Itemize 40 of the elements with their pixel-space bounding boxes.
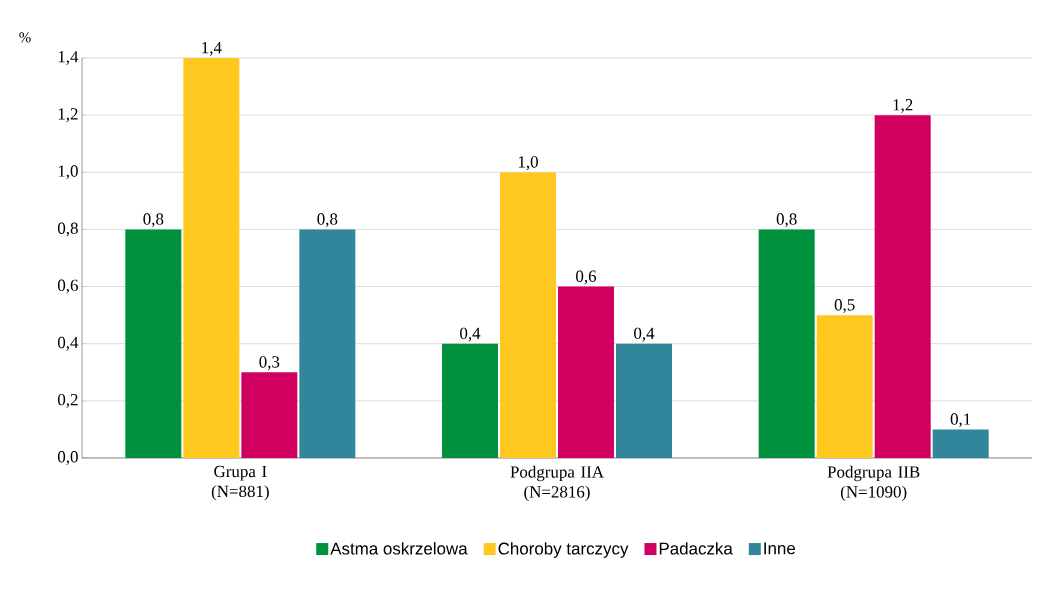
y-tick-label: 1,0 xyxy=(58,165,78,180)
data-label: 1,0 xyxy=(518,156,538,171)
y-tick-label: 1,4 xyxy=(58,51,79,65)
data-label: 0,6 xyxy=(576,270,597,285)
y-tick-label: 1,2 xyxy=(58,108,78,123)
y-tick-label: 0,8 xyxy=(57,222,78,237)
data-label: 0,1 xyxy=(950,413,971,428)
legend-label: Padaczka xyxy=(659,542,733,555)
data-label: 0,5 xyxy=(834,299,855,313)
data-label: 0,8 xyxy=(143,213,164,228)
y-tick-label: 0,2 xyxy=(57,393,78,408)
bar xyxy=(616,343,673,458)
bar xyxy=(183,57,240,458)
x-tick-label: Podgrupa IIA (N=2816) xyxy=(510,465,604,502)
legend-label: Inne xyxy=(764,542,796,555)
bar xyxy=(874,115,931,458)
legend-label: Choroby tarczycy xyxy=(498,542,629,558)
y-tick-label: 0,6 xyxy=(57,279,78,294)
x-tick-label: Grupa I (N=881) xyxy=(211,465,269,501)
bar xyxy=(299,229,356,458)
bar xyxy=(816,315,873,458)
data-label: 1,2 xyxy=(893,99,913,113)
bar xyxy=(125,229,182,458)
bar xyxy=(241,372,298,458)
y-axis-title: % xyxy=(19,32,31,43)
data-label: 0,3 xyxy=(259,356,280,371)
data-label: 1,4 xyxy=(202,41,222,56)
bar xyxy=(758,229,815,458)
data-label: 0,8 xyxy=(776,213,797,228)
data-label: 0,8 xyxy=(317,213,338,228)
y-tick-label: 0,0 xyxy=(57,451,78,465)
data-label: 0,4 xyxy=(460,327,481,342)
x-tick-label: Podgrupa IIB (N=1090) xyxy=(827,465,920,502)
bar xyxy=(558,286,615,458)
y-tick-label: 0,4 xyxy=(57,336,79,351)
legend-label: Astma oskrzelowa xyxy=(330,542,468,555)
bar xyxy=(442,343,499,458)
data-label: 0,4 xyxy=(634,327,655,342)
bar xyxy=(932,429,989,458)
bar xyxy=(500,172,557,458)
